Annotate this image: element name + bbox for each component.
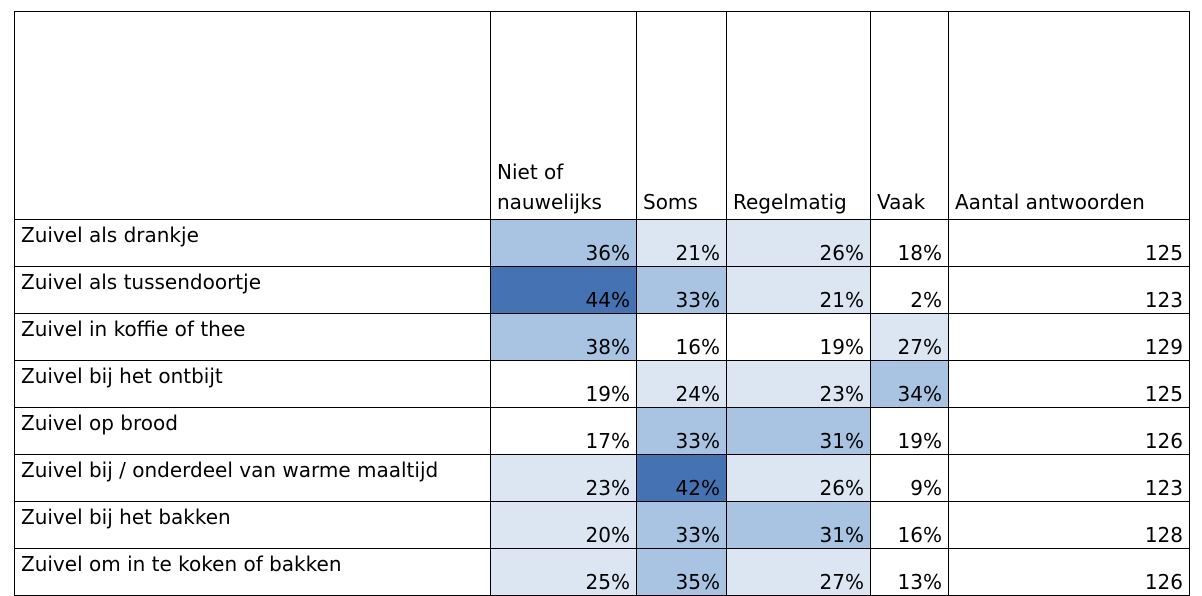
value-cell: 21% (726, 266, 871, 314)
row-label: Zuivel om in te koken of bakken (14, 548, 491, 596)
value-cell: 27% (870, 313, 949, 361)
value-cell: 31% (726, 407, 871, 455)
count-cell: 125 (948, 360, 1190, 408)
value-cell: 42% (636, 454, 727, 502)
value-cell: 44% (490, 266, 637, 314)
row-label: Zuivel bij het ontbijt (14, 360, 491, 408)
count-cell: 123 (948, 454, 1190, 502)
value-cell: 38% (490, 313, 637, 361)
table-row: Zuivel bij het ontbijt 19% 24% 23% 34% 1… (14, 360, 1190, 408)
value-cell: 16% (870, 501, 949, 549)
table-row: Zuivel als tussendoortje 44% 33% 21% 2% … (14, 266, 1190, 314)
row-label: Zuivel als drankje (14, 219, 491, 267)
value-cell: 24% (636, 360, 727, 408)
value-cell: 33% (636, 266, 727, 314)
value-cell: 9% (870, 454, 949, 502)
value-cell: 35% (636, 548, 727, 596)
row-label: Zuivel bij / onderdeel van warme maaltij… (14, 454, 491, 502)
row-label: Zuivel in koffie of thee (14, 313, 491, 361)
table-row: Zuivel in koffie of thee 38% 16% 19% 27%… (14, 313, 1190, 361)
count-cell: 125 (948, 219, 1190, 267)
column-header: Regelmatig (726, 11, 871, 220)
frequency-heatmap-table: Niet of nauwelijks Soms Regelmatig Vaak … (14, 11, 1190, 596)
table-body: Zuivel als drankje 36% 21% 26% 18% 125 Z… (14, 219, 1190, 596)
value-cell: 33% (636, 501, 727, 549)
count-cell: 126 (948, 407, 1190, 455)
value-cell: 17% (490, 407, 637, 455)
value-cell: 23% (726, 360, 871, 408)
value-cell: 34% (870, 360, 949, 408)
count-cell: 123 (948, 266, 1190, 314)
table-header: Niet of nauwelijks Soms Regelmatig Vaak … (14, 11, 1190, 220)
table-row: Zuivel op brood 17% 33% 31% 19% 126 (14, 407, 1190, 455)
value-cell: 21% (636, 219, 727, 267)
value-cell: 25% (490, 548, 637, 596)
table-row: Zuivel om in te koken of bakken 25% 35% … (14, 548, 1190, 596)
table-row: Zuivel bij / onderdeel van warme maaltij… (14, 454, 1190, 502)
header-row: Niet of nauwelijks Soms Regelmatig Vaak … (14, 11, 1190, 220)
value-cell: 23% (490, 454, 637, 502)
value-cell: 26% (726, 219, 871, 267)
count-cell: 129 (948, 313, 1190, 361)
count-cell: 126 (948, 548, 1190, 596)
row-label: Zuivel op brood (14, 407, 491, 455)
value-cell: 20% (490, 501, 637, 549)
value-cell: 26% (726, 454, 871, 502)
value-cell: 31% (726, 501, 871, 549)
table-row: Zuivel als drankje 36% 21% 26% 18% 125 (14, 219, 1190, 267)
column-header: Soms (636, 11, 727, 220)
row-label: Zuivel bij het bakken (14, 501, 491, 549)
table-row: Zuivel bij het bakken 20% 33% 31% 16% 12… (14, 501, 1190, 549)
value-cell: 18% (870, 219, 949, 267)
value-cell: 19% (870, 407, 949, 455)
count-cell: 128 (948, 501, 1190, 549)
row-label: Zuivel als tussendoortje (14, 266, 491, 314)
column-header: Vaak (870, 11, 949, 220)
value-cell: 19% (490, 360, 637, 408)
value-cell: 19% (726, 313, 871, 361)
value-cell: 36% (490, 219, 637, 267)
value-cell: 27% (726, 548, 871, 596)
value-cell: 33% (636, 407, 727, 455)
header-blank-cell (14, 11, 491, 220)
column-header: Niet of nauwelijks (490, 11, 637, 220)
value-cell: 13% (870, 548, 949, 596)
value-cell: 16% (636, 313, 727, 361)
value-cell: 2% (870, 266, 949, 314)
column-header: Aantal antwoorden (948, 11, 1190, 220)
